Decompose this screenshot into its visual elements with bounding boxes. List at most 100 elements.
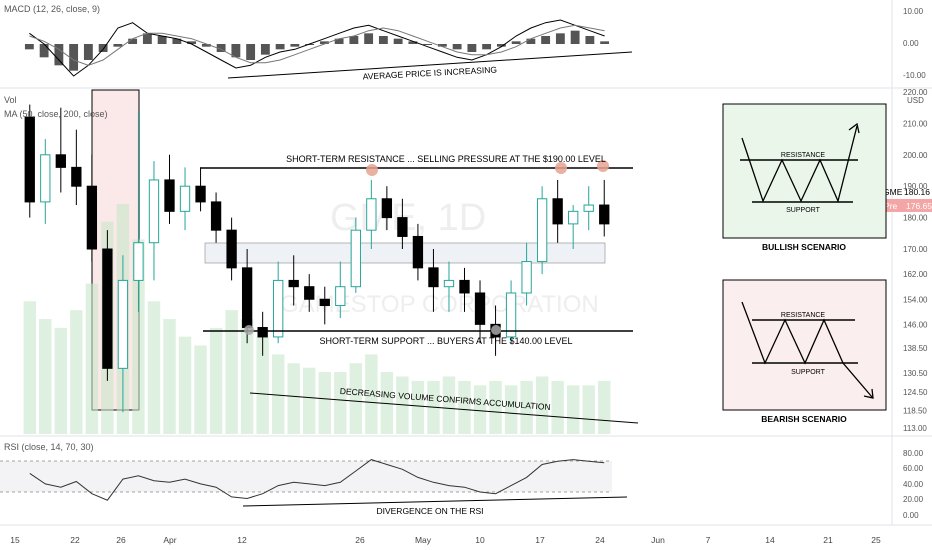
macd-histogram-bar: [555, 33, 565, 44]
macd-histogram-bar: [541, 36, 551, 44]
macd-histogram-bar: [437, 44, 447, 47]
candle-body: [366, 198, 377, 231]
rsi-line: [29, 459, 605, 501]
macd-histogram-bar: [187, 41, 197, 44]
macd-histogram-bar: [39, 44, 49, 58]
volume-label: Vol: [4, 95, 17, 105]
macd-histogram-bar: [585, 36, 595, 44]
bearish-scenario-box: RESISTANCE SUPPORT BEARISH SCENARIO: [722, 279, 887, 424]
bullish-scenario-panel: [722, 103, 887, 239]
candle-body: [459, 279, 470, 294]
price-tick-label: 162.00: [903, 270, 928, 279]
volume-bar: [566, 385, 580, 434]
time-axis: 15 22 26 Apr 12 26 May 10 17 24 Jun 7 14 21 25: [10, 535, 881, 545]
volume-bar: [598, 380, 611, 434]
macd-tick-neg10: -10.00: [903, 71, 926, 80]
time-tick-label: 10: [475, 535, 485, 545]
macd-histogram-bar: [290, 44, 300, 47]
candle-body: [179, 185, 191, 212]
volume-bar: [70, 310, 83, 434]
price-tick-label: 220.00: [903, 88, 928, 97]
macd-histogram-bar: [83, 44, 93, 60]
candle-body: [319, 298, 330, 307]
macd-histogram-bar: [364, 33, 374, 44]
macd-tick-10: 10.00: [903, 7, 924, 16]
macd-histogram-bar: [69, 44, 79, 71]
candle-body: [552, 198, 563, 225]
volume-bar: [520, 380, 533, 434]
price-tick-label: 130.50: [903, 369, 928, 378]
candle-body: [397, 217, 408, 237]
bearish-zigzag: [741, 301, 873, 398]
bearish-resistance-label: RESISTANCE: [781, 312, 826, 319]
candle-body: [55, 154, 66, 168]
macd-histogram-bar: [113, 44, 123, 47]
volume-bar: [194, 345, 207, 434]
price-axis-ticks: 220.00 210.00 200.00 190.00 180.00 170.00 162.…: [903, 88, 928, 433]
macd-histogram-bar: [526, 38, 536, 44]
volume-bar: [380, 372, 394, 434]
macd-histogram-bar: [393, 38, 403, 44]
rsi-divergence-trendline: [242, 496, 628, 507]
macd-histogram-bar: [231, 44, 241, 58]
candle-body: [195, 185, 206, 203]
price-tick-label: 118.50: [903, 407, 927, 416]
pre-market-label: Pre: [884, 201, 898, 211]
volume-bar: [318, 372, 331, 434]
currency-label: USD: [907, 96, 924, 105]
volume-bar: [39, 319, 52, 434]
candle-body: [335, 286, 346, 307]
rsi-label: RSI (close, 14, 70, 30): [4, 442, 94, 452]
macd-histogram-bar: [408, 41, 418, 44]
volume-bar: [535, 376, 549, 434]
volume-bar: [132, 239, 145, 434]
macd-histogram-bar: [423, 44, 433, 45]
price-pane: GME, 1D GAMESTOP CORPORATION SHORT-TERM …: [4, 88, 932, 434]
pane-borders: [0, 0, 932, 526]
price-tick-label: 180.00: [903, 214, 928, 223]
bullish-scenario-box: RESISTANCE SUPPORT BULLISH SCENARIO: [722, 103, 887, 252]
macd-histogram-bar: [496, 44, 506, 47]
candle-body: [102, 248, 113, 369]
time-tick-label: May: [415, 535, 432, 545]
time-tick-label: 12: [237, 535, 247, 545]
candle-body: [536, 198, 548, 263]
candle-body: [133, 242, 144, 281]
candle-body: [40, 154, 51, 203]
time-tick-label: 22: [70, 535, 80, 545]
price-tick-label: 190.00: [903, 182, 928, 191]
macd-histogram-bar: [378, 36, 388, 44]
candle-body: [583, 204, 594, 212]
support-touch-marker: [244, 325, 254, 335]
rsi-tick-0: 0.00: [903, 511, 919, 520]
candle-body: [273, 279, 284, 338]
macd-line: [29, 19, 605, 77]
volume-bar: [303, 367, 316, 434]
candle-body: [443, 279, 455, 288]
macd-annotation: AVERAGE PRICE IS INCREASING: [362, 64, 497, 81]
macd-label: MACD (12, 26, close, 9): [4, 4, 100, 14]
consolidation-band: [204, 242, 606, 264]
price-tick-label: 113.00: [903, 424, 927, 433]
bearish-scenario-title: BEARISH SCENARIO: [761, 414, 847, 424]
candle-body: [148, 179, 160, 244]
macd-histogram-bar: [319, 41, 329, 44]
candle-body: [599, 204, 610, 225]
price-tick-label: 154.00: [903, 295, 928, 304]
macd-histogram-bar: [157, 36, 167, 44]
candle-body: [381, 198, 393, 219]
rsi-tick-20: 20.00: [903, 495, 924, 504]
candle-body: [412, 235, 424, 269]
candle-body: [428, 267, 439, 288]
macd-histogram-bar: [201, 44, 211, 47]
macd-histogram-bar: [349, 36, 359, 44]
macd-histogram-bar: [511, 41, 521, 44]
rsi-pane: RSI (close, 14, 70, 30) DIVERGENCE ON TH…: [0, 442, 924, 520]
macd-histogram-bar: [334, 38, 344, 44]
volume-bar: [178, 336, 192, 434]
volume-bar: [271, 354, 285, 434]
macd-signal-line: [29, 24, 605, 66]
bullish-zigzag: [741, 125, 858, 203]
macd-histogram-bar: [128, 38, 138, 44]
